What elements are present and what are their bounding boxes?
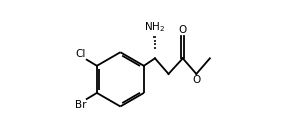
Text: O: O bbox=[192, 75, 200, 85]
Text: Br: Br bbox=[75, 100, 86, 110]
Text: Cl: Cl bbox=[76, 49, 86, 59]
Text: NH$_2$: NH$_2$ bbox=[144, 20, 165, 34]
Text: O: O bbox=[179, 25, 187, 35]
